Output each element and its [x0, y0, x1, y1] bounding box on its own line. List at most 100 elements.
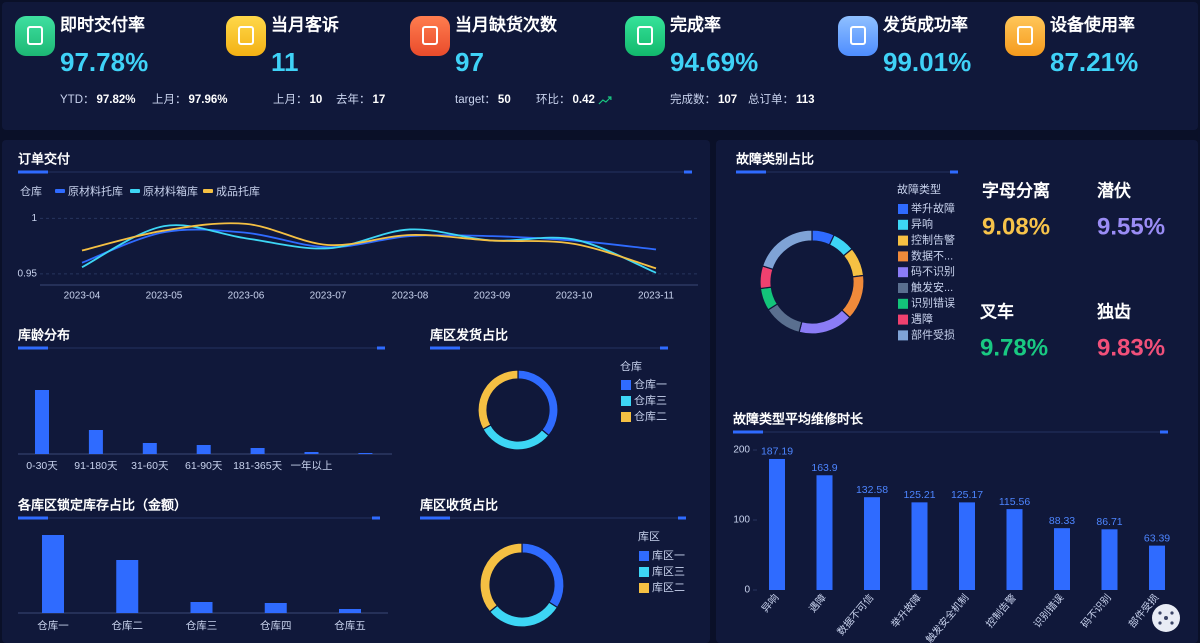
float-button-dot[interactable] [1164, 616, 1168, 620]
legend-label: 控制告警 [911, 233, 955, 247]
legend-title: 仓库 [620, 359, 642, 373]
value-label: 88.33 [1049, 515, 1075, 527]
bar [911, 502, 928, 590]
kpi-detail: 去年： 17 [336, 92, 385, 106]
bar [1006, 509, 1023, 590]
legend-swatch [898, 267, 908, 278]
bar [358, 453, 373, 454]
x-tick-label: 2023-04 [64, 291, 101, 302]
kpi-icon-glyph [850, 26, 866, 45]
legend-label: 识别错误 [911, 296, 955, 310]
x-tick-label: 2023-05 [146, 291, 183, 302]
legend-swatch [898, 219, 908, 230]
kpi-value: 97.78% [60, 47, 148, 77]
value-label: 132.58 [856, 484, 888, 496]
x-tick-label: 91-180天 [74, 460, 118, 472]
legend-swatch [621, 412, 631, 422]
legend-swatch [898, 283, 908, 293]
legend-label: 码不识别 [911, 265, 955, 278]
kpi-detail-value: 17 [373, 94, 386, 106]
fault-stat-value: 9.08% [982, 213, 1050, 240]
bar [769, 458, 785, 590]
title-accent [660, 346, 668, 350]
bar [250, 448, 265, 454]
value-label: 86.71 [1096, 516, 1122, 528]
title-accent [372, 516, 380, 520]
kpi-detail: 上月： 97.96% [152, 93, 228, 106]
fault-stat-value: 9.83% [1097, 334, 1165, 361]
kpi-value: 11 [271, 47, 299, 77]
kpi-value: 87.21% [1050, 47, 1138, 77]
y-tick-label: 1 [31, 213, 37, 224]
float-button-dot[interactable] [1158, 621, 1162, 625]
kpi-detail-label: target： [455, 94, 496, 106]
fault-stat-label: 字母分离 [982, 180, 1050, 200]
legend-label: 异响 [911, 218, 933, 231]
x-tick-label: 2023-07 [310, 291, 347, 302]
legend-label: 库区二 [652, 581, 685, 594]
kpi-icon [410, 16, 450, 56]
kpi-icon [15, 16, 55, 56]
float-button-dot[interactable] [1170, 621, 1174, 625]
kpi-title: 当月客诉 [271, 14, 339, 34]
float-button-dot[interactable] [1158, 611, 1162, 615]
pie-segment [477, 369, 519, 431]
kpi-detail: 总订单： 113 [748, 92, 815, 106]
fault-stat-value: 9.55% [1097, 213, 1165, 240]
legend-swatch [898, 235, 908, 246]
bar [190, 602, 213, 613]
float-button[interactable] [1152, 604, 1180, 632]
legend-label: 库区三 [652, 565, 685, 578]
title-accent [684, 170, 692, 174]
chart-title: 故障类别占比 [736, 151, 814, 166]
legend-label: 仓库一 [634, 377, 667, 391]
title-accent [950, 170, 958, 174]
bar [1149, 545, 1165, 590]
kpi-detail-value: 50 [498, 94, 511, 106]
legend-label: 原材料箱库 [143, 184, 198, 198]
legend-swatch [639, 567, 649, 577]
bar [304, 452, 319, 454]
legend-swatch [621, 380, 631, 390]
kpi-icon-glyph [238, 26, 254, 45]
kpi-icon [1005, 16, 1045, 56]
kpi-title: 设备使用率 [1050, 14, 1135, 34]
legend-label: 举升故障 [911, 201, 955, 215]
x-tick-label: 61-90天 [185, 460, 223, 472]
kpi-detail: YTD： 97.82% [60, 94, 136, 106]
legend-swatch [898, 330, 908, 341]
legend-swatch [639, 551, 649, 561]
chart-title: 库区收货占比 [420, 497, 498, 512]
line-series [81, 228, 657, 264]
bar [116, 560, 139, 613]
x-tick-label: 仓库二 [112, 619, 144, 632]
bar [959, 502, 975, 590]
title-accent [736, 170, 766, 174]
legend-label: 部件受损 [911, 327, 955, 341]
legend-label: 仓库二 [634, 409, 667, 423]
bar [264, 603, 287, 613]
float-button-dot[interactable] [1170, 611, 1174, 615]
legend-title: 故障类型 [897, 182, 941, 196]
legend-title: 库区 [638, 530, 660, 543]
bar [1054, 528, 1070, 590]
x-tick-label: 2023-11 [638, 291, 674, 302]
kpi-detail-label: 总订单： [748, 92, 794, 106]
legend-swatch [130, 189, 140, 193]
title-accent [420, 516, 450, 520]
x-tick-label: 2023-08 [392, 291, 429, 302]
legend-swatch [898, 204, 908, 214]
kpi-detail: 上月： 10 [273, 93, 322, 106]
right-panel [716, 140, 1198, 643]
chart-title: 故障类型平均维修时长 [733, 411, 864, 426]
x-tick-label: 2023-06 [228, 291, 265, 302]
kpi-icon-glyph [1017, 26, 1033, 45]
bar [864, 497, 880, 590]
value-label: 125.17 [951, 489, 983, 501]
kpi-detail-label: 环比： [536, 93, 571, 106]
kpi-detail: 环比： 0.42 [536, 93, 595, 106]
x-tick-label: 仓库一 [37, 619, 69, 632]
title-accent [18, 170, 48, 174]
kpi-value: 97 [455, 47, 484, 77]
